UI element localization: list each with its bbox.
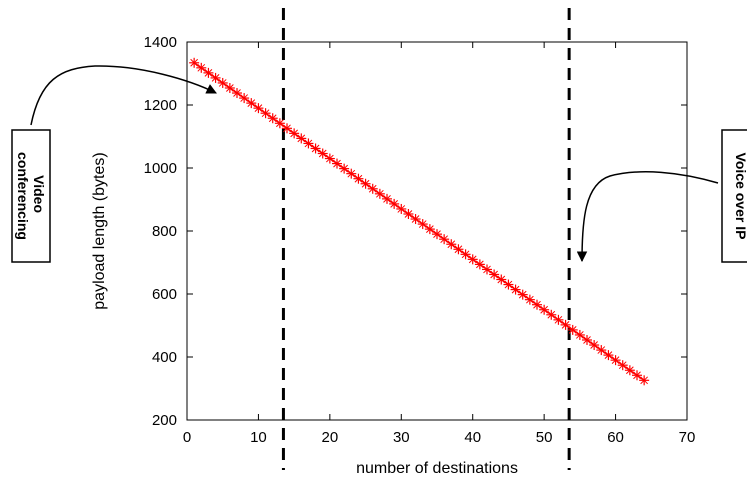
callout-voice-over-ip: Voice over IP xyxy=(576,129,747,263)
data-point xyxy=(296,133,307,144)
data-point xyxy=(324,153,335,164)
data-point xyxy=(310,143,321,154)
data-point xyxy=(439,234,450,245)
callout-arrow-left xyxy=(30,65,217,126)
data-point xyxy=(367,183,378,194)
data-point xyxy=(446,239,457,250)
y-tick-label-5: 1200 xyxy=(144,97,177,114)
data-point xyxy=(289,128,300,139)
y-tick-label-1: 400 xyxy=(152,349,177,366)
callout-text-right: Voice over IP xyxy=(733,153,747,240)
x-tick-label-0: 0 xyxy=(183,429,191,446)
x-tick-label-2: 20 xyxy=(322,429,339,446)
axis-ticks: 0 10 20 30 40 50 60 70 200 400 600 800 1000 1200 1400 xyxy=(144,34,696,446)
data-point xyxy=(610,355,621,366)
data-point xyxy=(403,208,414,219)
data-point xyxy=(189,57,200,68)
x-axis-label: number of destinations xyxy=(356,460,518,477)
series-line-0 xyxy=(193,62,645,381)
data-point xyxy=(303,138,314,149)
data-point xyxy=(532,299,542,310)
x-tick-label-6: 60 xyxy=(607,429,624,446)
data-point xyxy=(196,62,207,73)
data-point xyxy=(589,340,600,351)
callout-right-line-1: Voice over IP xyxy=(733,153,747,240)
callout-left-line-1: Video xyxy=(31,175,47,213)
data-point xyxy=(396,203,407,214)
data-point xyxy=(346,168,357,179)
callout-video-conferencing: Video conferencing xyxy=(11,65,217,263)
data-point xyxy=(496,274,507,285)
data-point xyxy=(253,103,264,114)
x-tick-label-7: 70 xyxy=(679,429,696,446)
data-point xyxy=(503,279,514,290)
y-tick-label-2: 600 xyxy=(152,286,177,303)
y-tick-label-6: 1400 xyxy=(144,34,177,51)
series-payload xyxy=(189,57,650,386)
callout-text-left: Video conferencing xyxy=(15,152,47,240)
data-point xyxy=(374,188,385,199)
data-point xyxy=(239,93,250,104)
callout-box-left xyxy=(11,129,51,263)
data-point xyxy=(489,269,500,280)
data-point xyxy=(432,229,442,240)
data-point xyxy=(224,82,235,93)
data-point xyxy=(574,329,585,340)
data-point xyxy=(460,249,471,260)
data-point xyxy=(624,365,635,376)
y-tick-label-3: 800 xyxy=(152,223,177,240)
data-point xyxy=(232,88,242,99)
data-point xyxy=(210,72,221,83)
y-axis-label: payload length (bytes) xyxy=(91,152,108,309)
data-point xyxy=(317,148,328,159)
data-point xyxy=(282,123,292,134)
data-point xyxy=(382,193,392,204)
x-tick-label-5: 50 xyxy=(536,429,553,446)
data-point xyxy=(639,375,650,386)
data-point xyxy=(410,214,421,225)
data-point xyxy=(339,163,350,174)
data-point xyxy=(582,334,592,345)
data-point xyxy=(524,294,535,305)
data-point xyxy=(353,173,364,184)
data-point xyxy=(260,108,271,119)
data-point xyxy=(482,264,492,275)
data-point xyxy=(389,198,400,209)
data-point xyxy=(424,224,435,235)
data-point xyxy=(632,370,642,381)
data-point xyxy=(510,284,521,295)
x-tick-label-1: 10 xyxy=(250,429,267,446)
data-point xyxy=(246,98,257,109)
data-point xyxy=(332,158,342,169)
y-tick-label-4: 1000 xyxy=(144,160,177,177)
data-point xyxy=(360,178,371,189)
data-point xyxy=(567,324,578,335)
data-point xyxy=(560,319,571,330)
data-point xyxy=(217,77,228,88)
threshold-lines xyxy=(281,8,571,470)
callout-box-right xyxy=(721,129,747,263)
data-point xyxy=(274,118,285,129)
callout-arrow-right xyxy=(576,171,719,263)
data-point xyxy=(596,345,607,356)
data-point xyxy=(474,259,485,270)
data-point xyxy=(617,360,628,371)
data-point xyxy=(553,314,564,325)
data-point xyxy=(267,113,278,124)
x-tick-label-4: 40 xyxy=(464,429,481,446)
y-tick-label-0: 200 xyxy=(152,412,177,429)
data-point xyxy=(539,304,550,315)
callout-left-line-2: conferencing xyxy=(15,152,31,240)
data-point xyxy=(517,289,528,300)
data-point xyxy=(603,350,614,361)
data-point xyxy=(546,309,557,320)
data-point xyxy=(467,254,478,265)
data-point xyxy=(417,219,428,230)
x-tick-label-3: 30 xyxy=(393,429,410,446)
data-point xyxy=(453,244,464,255)
data-point xyxy=(203,67,214,78)
